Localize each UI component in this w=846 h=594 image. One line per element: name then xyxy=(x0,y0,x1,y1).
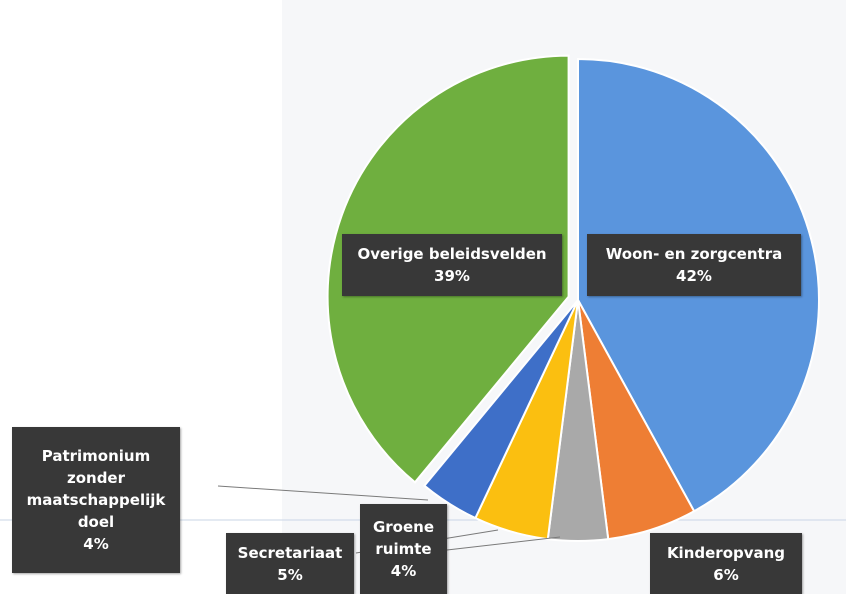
data-label-kinderopvang: Kinderopvang 6% xyxy=(650,533,802,594)
data-label-kinderopvang-name: Kinderopvang xyxy=(666,543,786,562)
data-label-overige-name: Overige beleidsvelden xyxy=(357,245,547,263)
data-label-woon-en-zorgcentra: Woon- en zorgcentra 42% xyxy=(587,234,801,296)
data-label-overige-beleidsvelden: Overige beleidsvelden 39% xyxy=(342,234,562,296)
data-label-woon-name: Woon- en zorgcentra xyxy=(605,245,783,263)
data-label-groene-line1: Groene xyxy=(372,518,435,536)
leader-line-patrimonium xyxy=(217,485,429,501)
data-label-patrimonium-line4: doel xyxy=(77,513,115,531)
leader-line-groene xyxy=(446,536,561,551)
data-label-patrimonium-percent: 4% xyxy=(83,535,109,553)
data-label-patrimonium-line2: zonder xyxy=(66,469,126,487)
data-label-kinderopvang-percent: 6% xyxy=(713,565,739,584)
pie-slice-patrimonium-zonder-maatschappelijk-doel xyxy=(422,299,579,520)
data-label-overige-percent: 39% xyxy=(434,267,470,285)
data-label-groene-ruimte: Groene ruimte 4% xyxy=(360,504,447,594)
data-label-secretariaat: Secretariaat 5% xyxy=(226,533,354,594)
data-label-groene-line2: ruimte xyxy=(375,540,432,558)
data-label-patrimonium: Patrimonium zonder maatschappelijk doel … xyxy=(12,427,180,573)
data-label-woon-percent: 42% xyxy=(676,267,712,285)
data-label-secretariaat-percent: 5% xyxy=(277,565,303,584)
data-label-secretariaat-name: Secretariaat xyxy=(237,543,343,562)
data-label-patrimonium-line1: Patrimonium xyxy=(41,447,151,465)
data-label-groene-percent: 4% xyxy=(390,562,417,580)
pie-slices xyxy=(326,54,820,542)
data-label-patrimonium-line3: maatschappelijk xyxy=(26,491,166,509)
